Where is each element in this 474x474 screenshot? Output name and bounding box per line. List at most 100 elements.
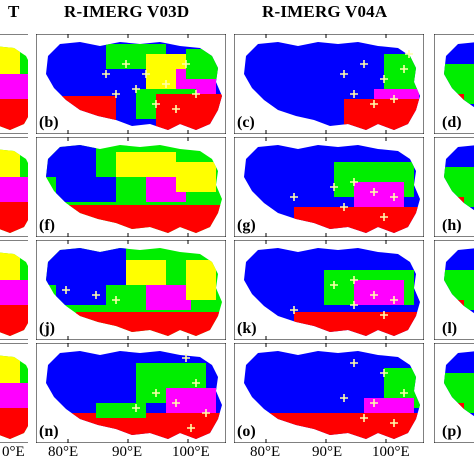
station-marker (172, 105, 180, 113)
map-panel-r2-c3: (l) (434, 240, 474, 340)
x-tick-col3-2: 100°E (372, 444, 410, 460)
station-marker (390, 296, 398, 304)
station-marker (390, 419, 398, 427)
station-marker (290, 306, 298, 314)
panel-label: (b) (39, 114, 59, 131)
value-patch (46, 248, 126, 285)
value-patch (0, 44, 20, 74)
panel-label: (o) (237, 423, 256, 440)
station-marker (192, 379, 200, 387)
value-patch (354, 182, 404, 207)
panel-label: (c) (237, 114, 255, 131)
x-tick-col3-1: 90°E (312, 444, 343, 460)
station-marker (370, 188, 378, 196)
station-marker (340, 203, 348, 211)
map-panel-r0-c3: (d) (434, 34, 474, 134)
station-marker (112, 90, 120, 98)
plateau-region (0, 145, 28, 233)
station-marker (202, 409, 210, 417)
map-panel-r2-c0 (0, 240, 28, 340)
panel-label: (j) (39, 320, 55, 337)
map-panel-r1-c2: (g) (234, 137, 424, 237)
plateau-region (46, 145, 222, 233)
station-marker (350, 359, 358, 367)
station-marker (370, 291, 378, 299)
station-marker (192, 90, 200, 98)
x-tick-col2-1: 90°E (112, 444, 143, 460)
station-marker (370, 100, 378, 108)
column-header-2: R-IMERG V03D (64, 2, 190, 21)
panel-label: (f) (39, 217, 55, 234)
panel-label: (l) (442, 320, 457, 337)
value-patch (166, 388, 216, 413)
station-marker (360, 414, 368, 422)
station-marker (380, 369, 388, 377)
value-patch (176, 162, 216, 192)
map-panel-r2-c1: (j) (36, 240, 226, 340)
map-panel-r3-c2: (o) (234, 343, 424, 443)
station-marker (350, 90, 358, 98)
column-header-3: R-IMERG V04A (262, 2, 388, 21)
plateau-region (0, 351, 28, 439)
plateau-region (0, 248, 28, 336)
value-patch (56, 177, 116, 202)
station-marker (390, 193, 398, 201)
map-panel-r1-c3: (h) (434, 137, 474, 237)
station-marker (405, 50, 413, 58)
column-header-1: T (8, 2, 20, 21)
panel-label: (k) (237, 320, 257, 337)
value-patch (96, 403, 146, 418)
station-marker (102, 70, 110, 78)
station-marker (290, 193, 298, 201)
station-marker (142, 70, 150, 78)
plateau-region (244, 351, 420, 439)
station-marker (400, 65, 408, 73)
map-panel-r3-c1: (n) (36, 343, 226, 443)
station-marker (350, 301, 358, 309)
station-marker (360, 60, 368, 68)
station-marker (122, 60, 130, 68)
value-patch (354, 280, 404, 305)
station-marker (152, 389, 160, 397)
map-panel-r3-c3: (p) (434, 343, 474, 443)
x-tick-col2-0: 80°E (48, 444, 79, 460)
value-patch (126, 260, 166, 285)
value-patch (0, 250, 20, 280)
station-marker (152, 100, 160, 108)
station-marker (162, 80, 170, 88)
map-panel-r0-c1: (b) (36, 34, 226, 134)
panel-label: (n) (39, 423, 59, 440)
plateau-region (46, 248, 222, 336)
station-marker (400, 389, 408, 397)
station-marker (112, 296, 120, 304)
station-marker (132, 404, 140, 412)
station-marker (380, 75, 388, 83)
x-tick-col3-0: 80°E (250, 444, 281, 460)
station-marker (350, 178, 358, 186)
map-panel-r0-c2: (c) (234, 34, 424, 134)
value-patch (0, 353, 20, 383)
station-marker (380, 311, 388, 319)
map-panel-r0-c0 (0, 34, 28, 134)
station-marker (62, 286, 70, 294)
value-patch (116, 152, 176, 177)
station-marker (182, 60, 190, 68)
value-patch (0, 147, 20, 177)
x-tick-col2-2: 100°E (172, 444, 210, 460)
station-marker (380, 213, 388, 221)
map-panel-r2-c2: (k) (234, 240, 424, 340)
station-marker (172, 399, 180, 407)
map-panel-r1-c1: (f) (36, 137, 226, 237)
station-marker (340, 70, 348, 78)
panel-label: (h) (442, 217, 462, 234)
station-marker (132, 85, 140, 93)
value-patch (146, 285, 191, 310)
map-panel-r1-c0 (0, 137, 28, 237)
panel-label: (d) (442, 114, 462, 131)
value-patch (186, 260, 216, 300)
station-marker (187, 424, 195, 432)
station-marker (340, 394, 348, 402)
plateau-region (244, 42, 420, 130)
map-panel-r3-c0 (0, 343, 28, 443)
